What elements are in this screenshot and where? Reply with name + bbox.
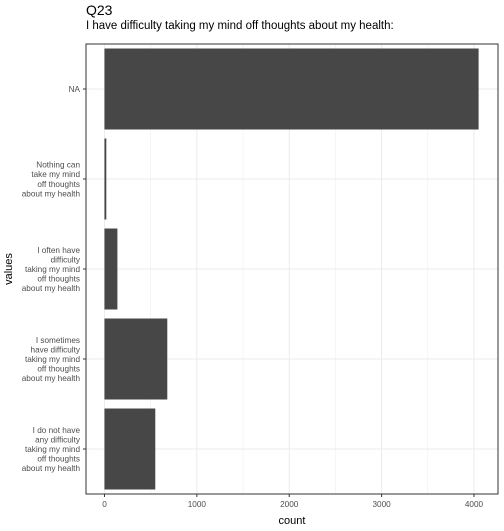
y-tick-label: I do not have any difficulty taking my min… xyxy=(22,426,81,473)
x-tick-label: 3000 xyxy=(372,500,391,509)
bar xyxy=(104,408,156,490)
bar xyxy=(104,228,118,310)
x-tick-label: 1000 xyxy=(188,500,207,509)
bars xyxy=(104,48,479,490)
x-axis-title: count xyxy=(279,515,306,527)
x-tick-label: 0 xyxy=(102,500,107,509)
x-axis: 0 1000 2000 3000 4000 xyxy=(102,494,484,509)
x-tick-label: 2000 xyxy=(280,500,299,509)
y-axis: NA Nothing can take my mind off thoughts abo… xyxy=(22,85,86,473)
chart-subtitle: I have difficulty taking my mind off tho… xyxy=(86,20,394,32)
bar xyxy=(104,48,479,130)
y-tick-label: NA xyxy=(69,85,81,94)
y-tick-label: Nothing can take my mind off thoughts about… xyxy=(22,161,81,199)
x-tick-label: 4000 xyxy=(465,500,484,509)
y-tick-label: I often have difficulty taking my mind off … xyxy=(22,246,81,293)
y-tick-label: I sometimes have difficulty taking my mind… xyxy=(22,336,81,383)
y-axis-title: values xyxy=(3,253,15,285)
chart-title: Q23 xyxy=(86,2,113,18)
bar xyxy=(104,318,168,400)
bar xyxy=(104,138,107,220)
